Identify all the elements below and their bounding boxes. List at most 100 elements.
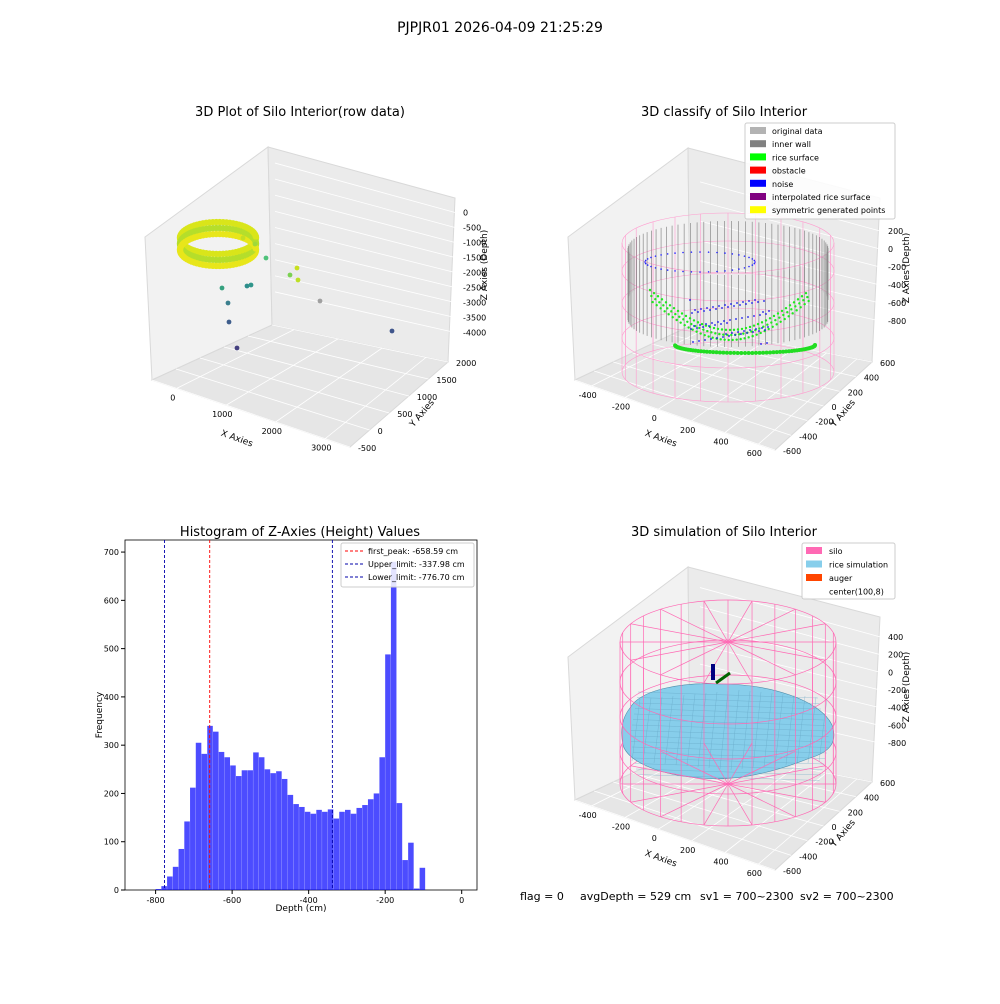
grid-line [324, 357, 427, 439]
noise-point [716, 251, 718, 254]
noise-point [730, 303, 732, 305]
figure-suptitle: PJPJR01 2026-04-09 21:25:29 [397, 20, 603, 36]
silo-floor-spoke [660, 750, 729, 785]
rice-surface-point [662, 304, 665, 307]
rice-surface-point [704, 349, 709, 354]
histogram-bar [345, 809, 351, 890]
raw-point [294, 265, 300, 271]
x-tick-label: -400 [579, 811, 597, 820]
rice-surface-point [716, 327, 720, 331]
rice-surface-point [787, 349, 792, 354]
raw-point [240, 235, 246, 241]
rice-surface-point [692, 319, 696, 322]
classify-x-ticks: -400 -200 0 200 400 600 [579, 391, 762, 458]
histogram-panel: Histogram of Z-Axies (Height) Values -80… [95, 525, 478, 914]
histogram-bar [390, 561, 397, 890]
noise-point [666, 253, 669, 255]
noise-point [743, 330, 745, 332]
x-tick-label: 0 [652, 834, 657, 843]
grid-line [670, 334, 856, 378]
rice-surface-point [781, 349, 786, 354]
noise-point [736, 302, 738, 304]
silo-roof-spoke [727, 641, 826, 661]
rice-surface-point [748, 325, 752, 329]
rice-surface-point [758, 327, 761, 330]
rice-surface-point [756, 322, 760, 326]
grid-line [271, 324, 449, 363]
y-tick-label: 600 [104, 596, 119, 605]
z-tick-label: -3500 [463, 314, 486, 323]
rice-surface-point [718, 332, 721, 336]
noise-point [699, 251, 701, 253]
y-tick-label: -600 [783, 447, 801, 456]
histogram-bar [155, 889, 162, 890]
x-tick-label: 400 [713, 858, 728, 867]
rice-surface-point [720, 328, 724, 331]
x-tick-label: 200 [680, 846, 695, 855]
y-tick-label: 100 [104, 838, 119, 847]
classify-inner-wall-points [627, 221, 829, 347]
grid-line [247, 335, 429, 380]
noise-point [708, 325, 710, 327]
noise-point [746, 332, 748, 334]
noise-point [707, 271, 710, 273]
grid-line [574, 799, 776, 871]
y-tick-label: 1500 [436, 376, 456, 385]
histogram-bar [356, 807, 363, 890]
x-tick-label: -600 [223, 896, 241, 905]
noise-point [693, 325, 695, 327]
noise-point [728, 335, 730, 337]
rice-surface-point [664, 301, 668, 304]
x-tick-label: 0 [459, 896, 464, 905]
rice-surface-point [706, 329, 709, 333]
mesh-line [642, 697, 652, 763]
rice-surface-point [712, 326, 716, 330]
histogram-bar [367, 799, 374, 890]
silo-floor-spoke [727, 742, 753, 785]
rice-surface-point [674, 312, 677, 316]
rice-surface-point [678, 315, 681, 318]
histogram-reference-lines [164, 540, 333, 890]
legend-label: first_peak: -658.59 cm [368, 547, 458, 556]
noise-point [737, 331, 739, 333]
raw-point [225, 300, 231, 306]
noise-point [763, 300, 765, 302]
noise-point [674, 270, 676, 272]
silo-floor-spoke [727, 783, 753, 826]
rice-surface-point [666, 307, 669, 310]
histogram-y-ticks: 0 100 200 300 400 500 600 700 [104, 548, 125, 895]
auger-marker [711, 664, 731, 685]
grid-line [699, 587, 881, 638]
rice-surface-point [732, 328, 736, 332]
noise-point [682, 270, 684, 273]
simulation-panel-title: 3D simulation of Silo Interior [631, 525, 818, 540]
noise-point [682, 251, 684, 254]
histogram-legend: first_peak: -658.59 cm Upper_limit: -337.… [340, 542, 475, 588]
noise-point [762, 311, 764, 313]
rice-surface-point [676, 309, 680, 313]
grid-line [275, 347, 383, 423]
noise-point [689, 299, 691, 301]
histogram-bar [327, 809, 334, 890]
noise-point [674, 252, 676, 254]
rice-surface-point [759, 331, 762, 335]
rice-surface-point [670, 310, 673, 313]
legend-label: original data [772, 127, 823, 136]
rice-surface-point [667, 313, 670, 316]
y-tick-label: 400 [864, 374, 879, 383]
rice-surface-point [648, 288, 652, 292]
noise-point [705, 323, 707, 325]
rice-surface-point [724, 328, 728, 332]
noise-point [660, 254, 662, 256]
avg-depth-text: avgDepth = 529 cm [580, 890, 691, 903]
grid-line [699, 625, 881, 673]
noise-point [712, 306, 714, 308]
histogram-title: Histogram of Z-Axies (Height) Values [180, 525, 420, 540]
noise-point [738, 254, 740, 256]
noise-point [729, 319, 731, 321]
simulation-x-ticks: -400 -200 0 200 400 600 [579, 811, 762, 878]
histogram-bar [195, 742, 202, 890]
noise-point [723, 320, 725, 322]
histogram-bar [304, 811, 311, 890]
